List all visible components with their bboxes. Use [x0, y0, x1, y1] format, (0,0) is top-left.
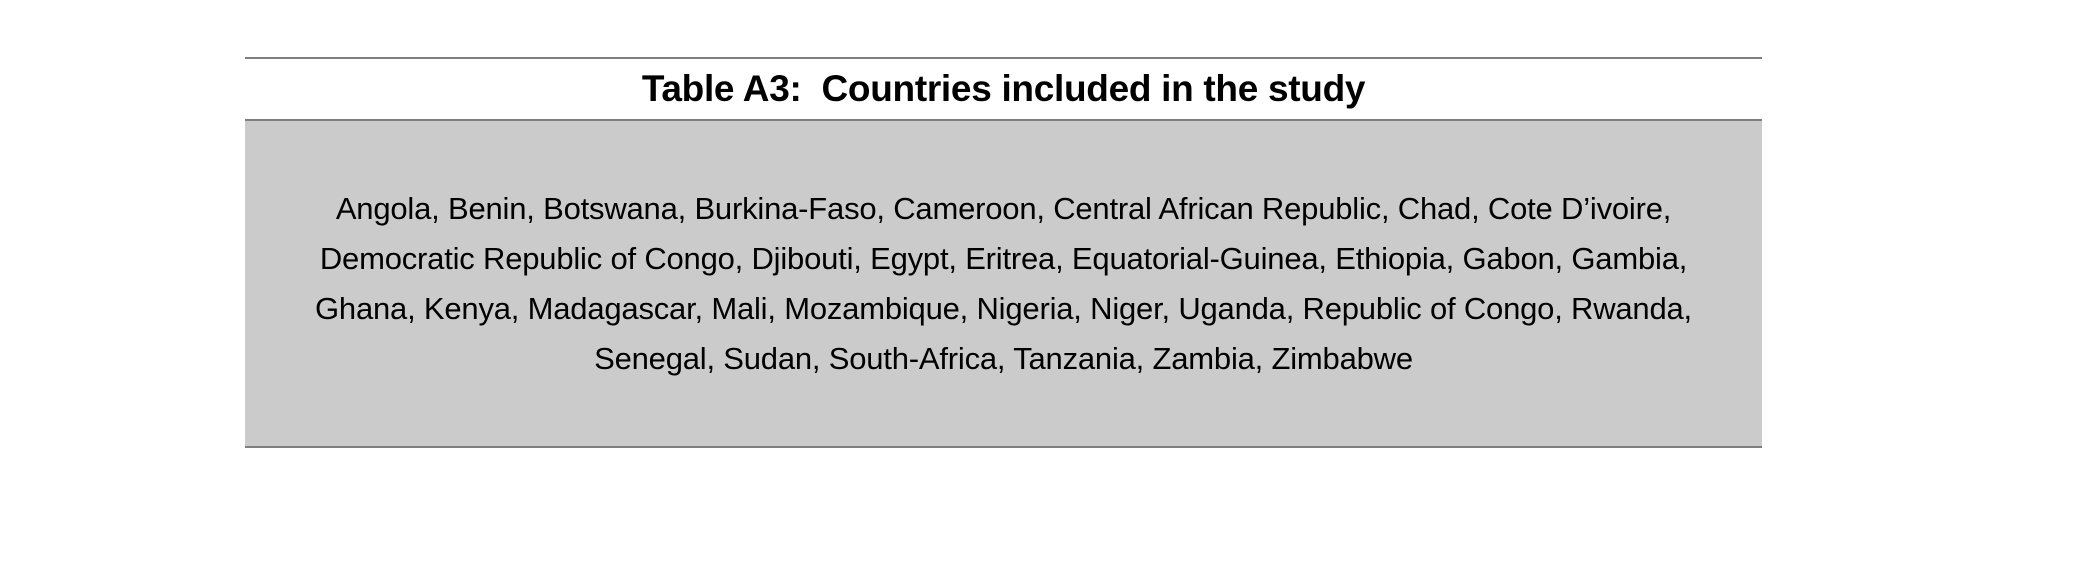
table-bottom-rule — [245, 446, 1762, 448]
table-body-cell: Angola, Benin, Botswana, Burkina-Faso, C… — [245, 121, 1762, 446]
table-title: Table A3: Countries included in the stud… — [641, 68, 1366, 109]
table-header-rule — [245, 119, 1762, 121]
table-top-rule — [245, 57, 1762, 59]
countries-table: Table A3: Countries included in the stud… — [245, 57, 1762, 448]
countries-list-text: Angola, Benin, Botswana, Burkina-Faso, C… — [315, 190, 1692, 376]
